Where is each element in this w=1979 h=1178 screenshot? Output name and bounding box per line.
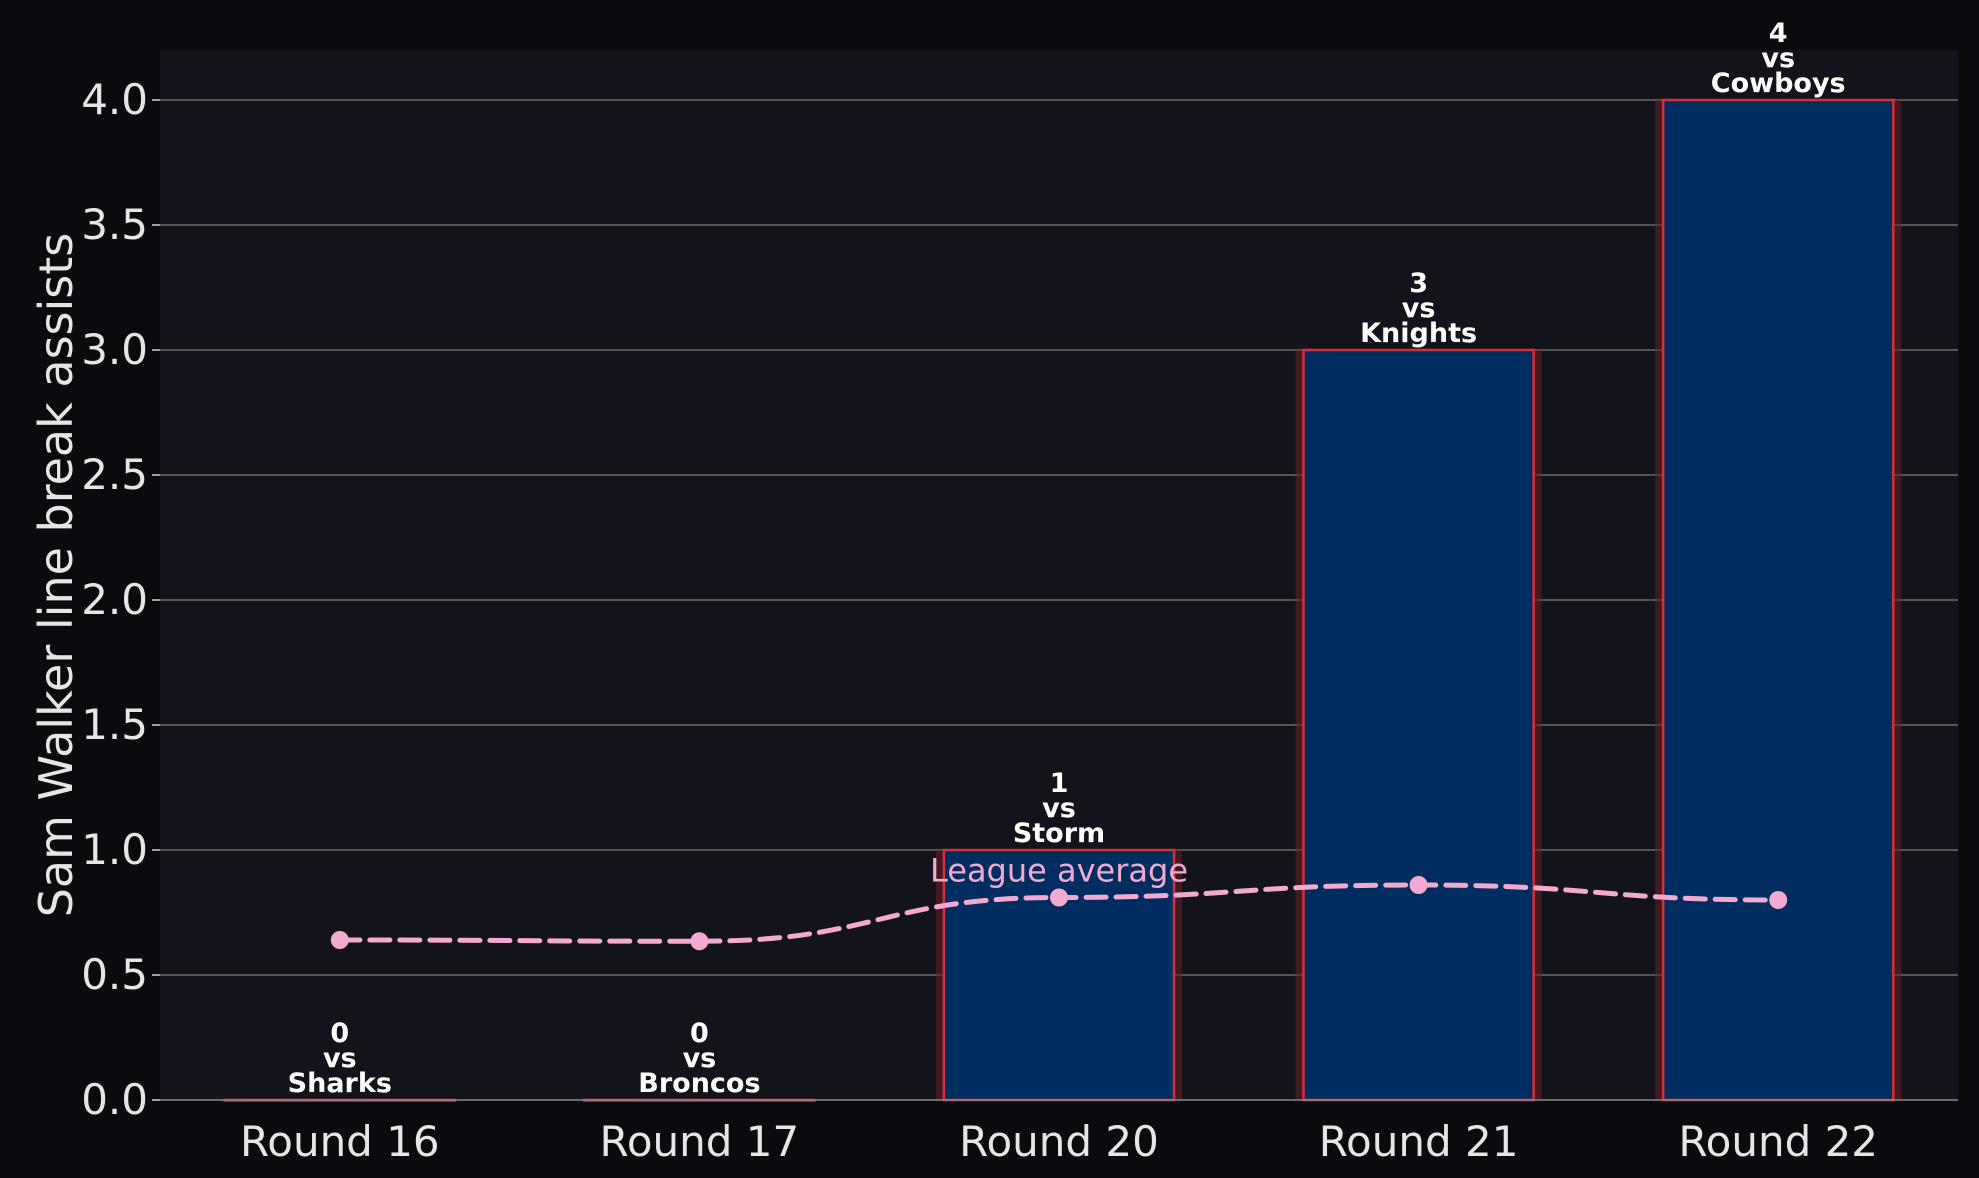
league-average-marker (1769, 891, 1788, 909)
bar-vs-label: vs (683, 1043, 717, 1074)
bar-opponent-label: Cowboys (1711, 68, 1846, 99)
x-tick-label: Round 17 (600, 1117, 800, 1166)
bar-labels: 0vsSharks0vsBroncos1vsStorm3vsKnights4vs… (288, 18, 1846, 1099)
bar-vs-label: vs (1042, 793, 1076, 824)
y-tick-label: 1.0 (81, 825, 148, 874)
bar-vs-label: vs (1761, 43, 1795, 74)
league-average-series (330, 876, 1788, 951)
league-average-marker (330, 931, 349, 949)
y-tick-label: 4.0 (81, 75, 148, 124)
league-average-label: League average (930, 852, 1188, 890)
bar-opponent-label: Broncos (638, 1068, 760, 1099)
bar-value-label: 3 (1409, 268, 1428, 299)
bars (223, 98, 1902, 1102)
bar-vs-label: vs (323, 1043, 357, 1074)
bar-value-label: 1 (1050, 768, 1069, 799)
league-average-marker (690, 932, 709, 951)
y-axis-label: Sam Walker line break assists (29, 233, 83, 918)
x-tick-label: Round 21 (1319, 1117, 1519, 1166)
bar-value-label: 0 (330, 1018, 349, 1049)
y-tick-label: 0.5 (81, 950, 148, 999)
bar-value-label: 0 (690, 1018, 709, 1049)
x-axis-ticks: Round 16 Round 17 Round 20 Round 21 Round 22 (240, 1117, 1878, 1166)
x-tick-label: Round 20 (959, 1117, 1159, 1166)
y-tick-label: 0.0 (81, 1075, 148, 1124)
bar-vs-label: vs (1402, 293, 1436, 324)
y-axis-ticks: 0.0 0.5 1.0 1.5 2.0 2.5 3.0 3.5 4.0 (81, 75, 160, 1124)
league-average-marker (1050, 888, 1068, 907)
y-tick-label: 2.0 (81, 575, 148, 624)
y-tick-label: 2.5 (81, 450, 148, 499)
y-tick-label: 3.0 (81, 325, 148, 374)
bar (1302, 348, 1535, 1102)
y-tick-label: 3.5 (81, 200, 148, 249)
x-tick-label: Round 16 (240, 1117, 440, 1166)
bar-opponent-label: Storm (1013, 818, 1105, 849)
bar-value-label: 4 (1769, 18, 1788, 49)
bar-opponent-label: Sharks (288, 1068, 392, 1099)
league-average-marker (1409, 876, 1428, 894)
y-tick-label: 1.5 (81, 700, 148, 749)
bar (1661, 98, 1895, 1102)
x-tick-label: Round 22 (1678, 1117, 1878, 1166)
bar-opponent-label: Knights (1360, 318, 1477, 349)
